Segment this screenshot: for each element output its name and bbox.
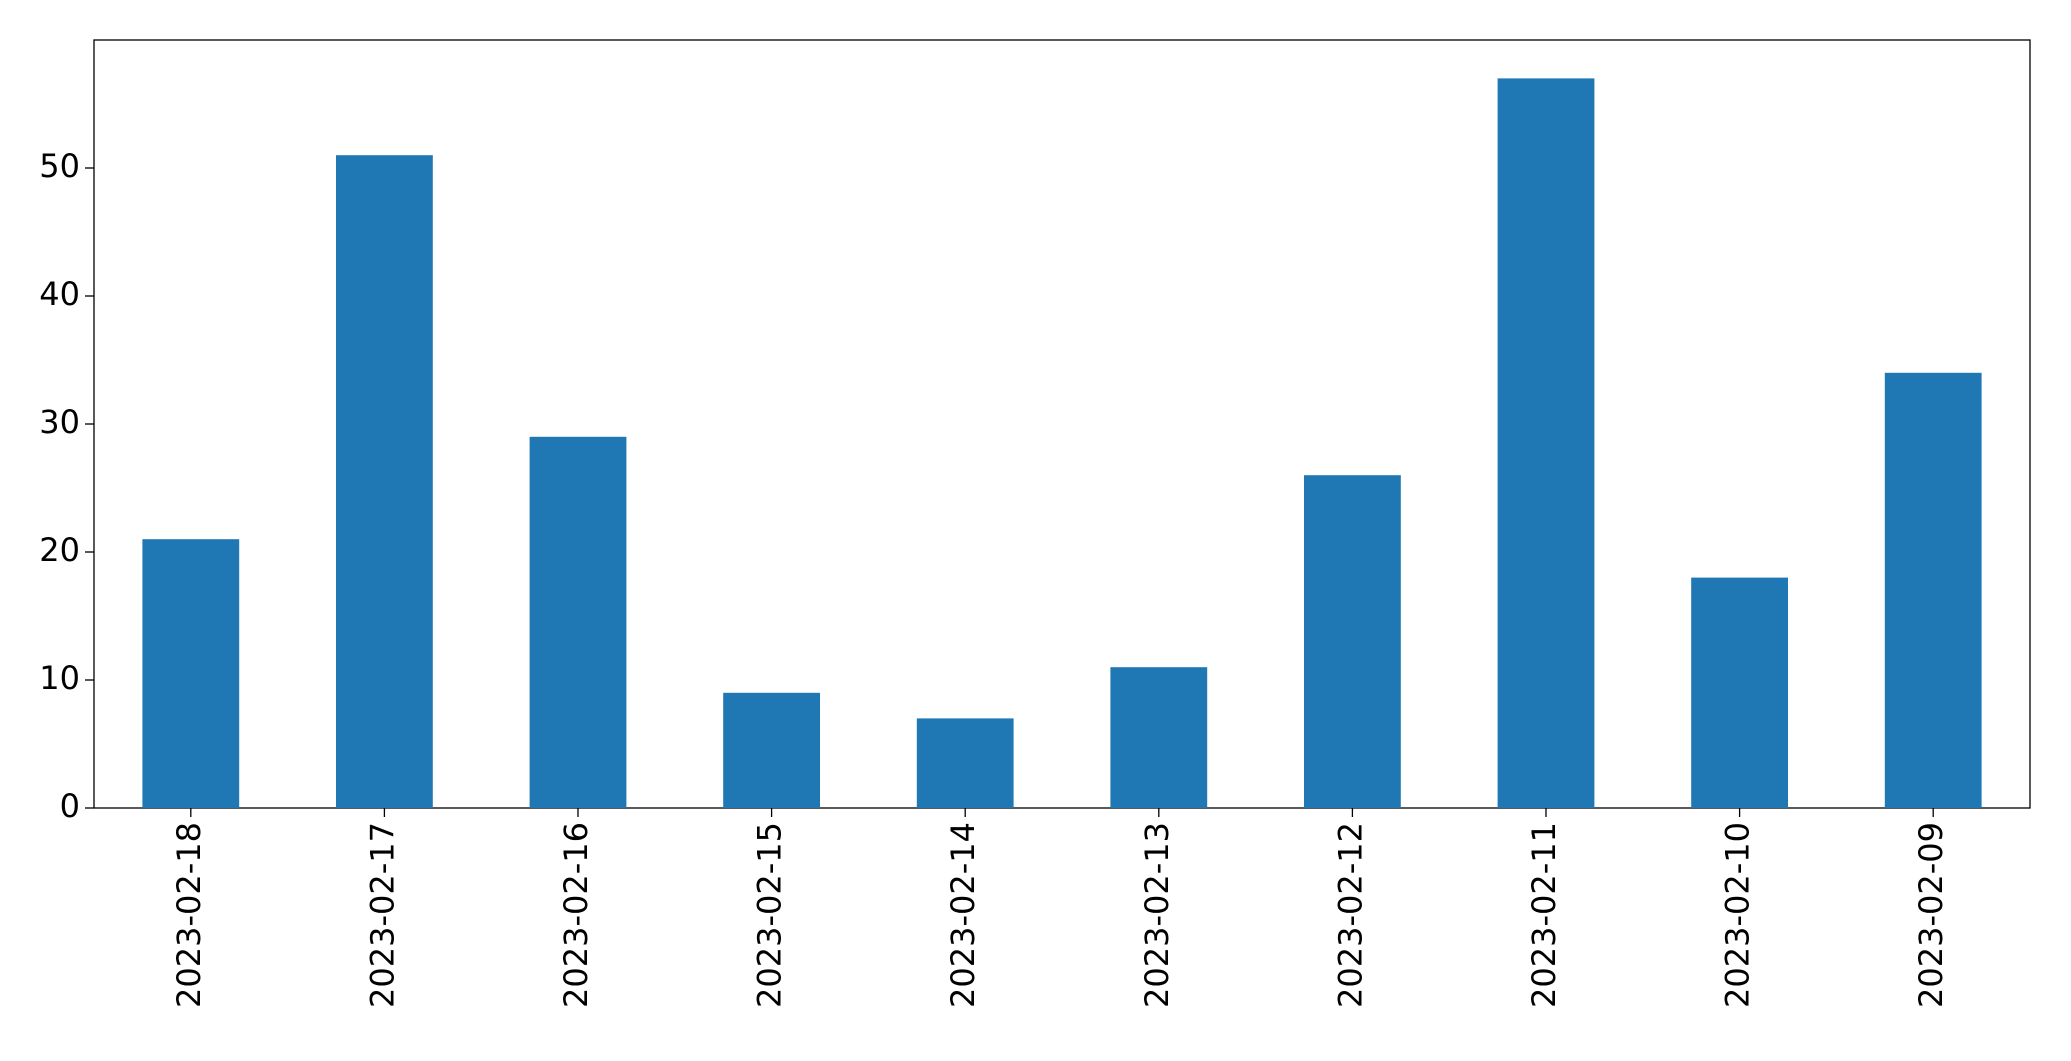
y-tick-label: 20 [39, 531, 80, 569]
x-tick-label: 2023-02-13 [1138, 822, 1176, 1008]
bar [142, 539, 240, 808]
x-tick-label: 2023-02-14 [944, 822, 982, 1008]
bar [723, 692, 820, 808]
bar [1497, 78, 1595, 808]
bar [1304, 475, 1401, 808]
x-tick-label: 2023-02-18 [170, 822, 208, 1008]
x-tick-label: 2023-02-15 [751, 822, 789, 1008]
x-tick-label: 2023-02-12 [1331, 822, 1369, 1008]
x-tick-label: 2023-02-17 [363, 822, 401, 1008]
bar [529, 436, 627, 808]
x-tick-label: 2023-02-11 [1525, 822, 1563, 1008]
y-tick-label: 30 [39, 403, 80, 441]
bar [336, 155, 433, 808]
bar [1691, 577, 1788, 808]
x-tick-label: 2023-02-10 [1719, 822, 1757, 1008]
x-tick-label: 2023-02-16 [557, 822, 595, 1008]
y-tick-label: 40 [39, 275, 80, 313]
bar [916, 718, 1014, 808]
bar [1884, 372, 1982, 808]
x-tick-label: 2023-02-09 [1912, 822, 1950, 1008]
y-tick-label: 0 [60, 787, 80, 825]
y-tick-label: 10 [39, 659, 80, 697]
bar [1110, 667, 1208, 808]
y-tick-label: 50 [39, 147, 80, 185]
